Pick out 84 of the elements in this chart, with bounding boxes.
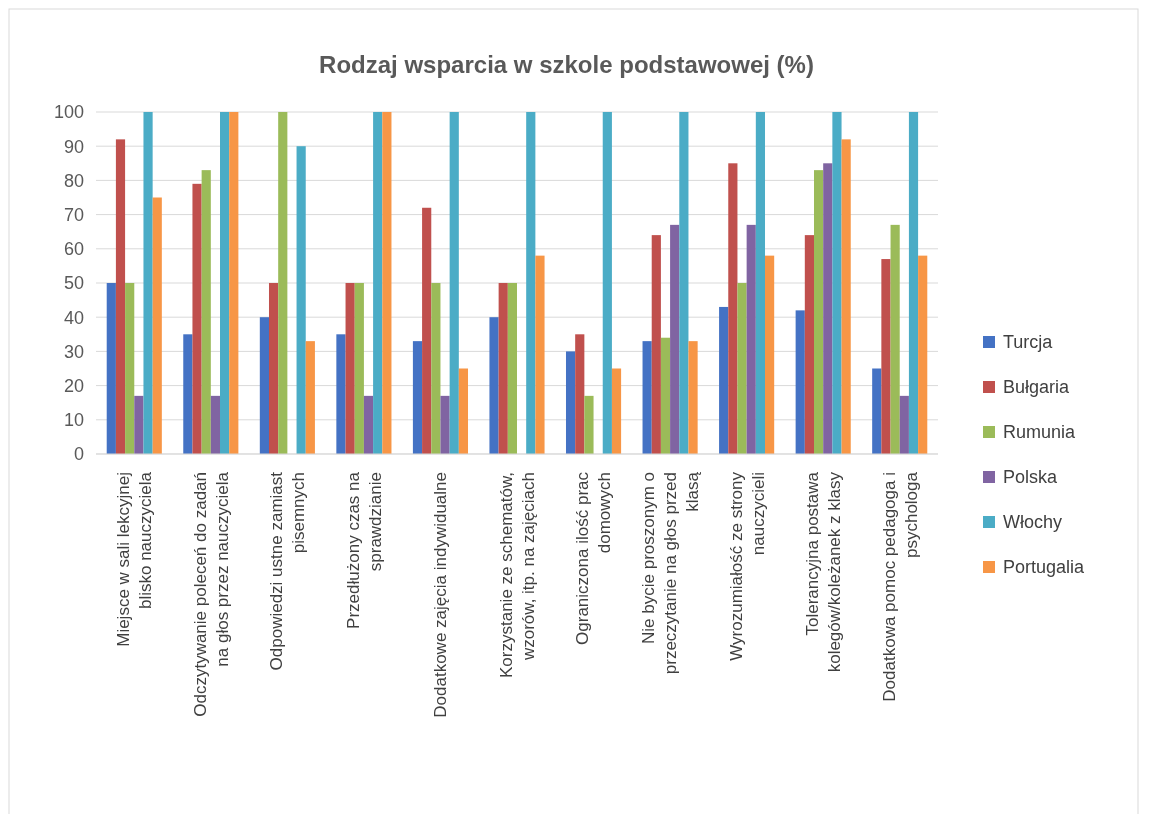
legend-label: Włochy	[1003, 512, 1063, 533]
bar	[498, 283, 508, 454]
y-tick-label: 50	[63, 273, 84, 294]
bar	[881, 259, 891, 454]
bar	[412, 341, 423, 454]
bar	[106, 283, 116, 454]
bar	[908, 112, 919, 454]
bar	[899, 395, 909, 454]
bar	[183, 334, 193, 454]
bar	[152, 197, 162, 454]
bar	[804, 235, 814, 454]
y-tick-label: 20	[63, 375, 84, 396]
bar	[670, 224, 680, 454]
bar	[584, 395, 594, 454]
bar	[259, 317, 269, 454]
bar	[422, 207, 432, 454]
y-tick-label: 60	[63, 239, 84, 260]
bar	[795, 310, 805, 454]
bar	[336, 334, 346, 454]
chart-title: Rodzaj wsparcia w szkole podstawowej (%)	[319, 51, 814, 78]
legend-label: Polska	[1003, 467, 1059, 488]
bar	[373, 112, 383, 454]
bar	[575, 334, 585, 454]
bar	[115, 139, 126, 454]
y-tick-label: 0	[73, 444, 84, 465]
bar	[823, 163, 833, 454]
y-tick-label: 70	[63, 204, 84, 225]
legend-label: Bułgaria	[1003, 377, 1071, 398]
bar	[832, 112, 842, 454]
bar	[755, 112, 766, 454]
bar	[354, 283, 364, 454]
bar	[382, 112, 392, 454]
bar	[841, 139, 851, 454]
bar	[125, 283, 135, 454]
bar	[526, 112, 536, 454]
x-tick-label: Dodatkowe zajęcia indywidualne	[431, 472, 451, 718]
bar	[737, 283, 747, 454]
bar	[688, 341, 698, 454]
bar	[765, 255, 775, 454]
bar	[872, 368, 882, 454]
bar	[679, 112, 689, 454]
y-tick-label: 90	[63, 136, 84, 157]
bar	[363, 395, 374, 454]
bar	[268, 283, 279, 454]
y-tick-label: 40	[63, 307, 84, 328]
bar	[220, 112, 230, 454]
bar	[305, 341, 315, 454]
bar	[134, 395, 144, 454]
legend-label: Turcja	[1003, 332, 1054, 353]
bar	[345, 283, 355, 454]
y-tick-label: 80	[63, 170, 84, 191]
legend-label: Portugalia	[1003, 557, 1086, 578]
bar	[611, 368, 622, 454]
bar	[210, 395, 220, 454]
y-tick-label: 30	[63, 341, 84, 362]
bar	[507, 283, 517, 454]
bar	[918, 255, 928, 454]
bar	[602, 112, 612, 454]
bar	[489, 317, 499, 454]
bar	[660, 337, 671, 454]
bar	[296, 146, 306, 454]
bar	[278, 112, 288, 454]
x-tick-label: Nie bycie proszonym o przeczytanie na głos przed klasą	[639, 471, 703, 675]
y-tick-label: 100	[53, 102, 84, 123]
bar	[814, 170, 824, 454]
bar	[458, 368, 469, 454]
legend-label: Rumunia	[1003, 422, 1077, 443]
bar	[440, 395, 450, 454]
bar	[746, 224, 756, 454]
bar	[229, 112, 239, 454]
bar	[449, 112, 459, 454]
bar	[565, 351, 576, 454]
bar	[890, 224, 900, 454]
bar	[642, 341, 652, 454]
bar	[719, 306, 729, 454]
bar	[201, 170, 211, 454]
bar	[728, 163, 738, 454]
bar	[651, 235, 661, 454]
bar	[431, 283, 441, 454]
x-tick-label: Miejsce w sali lekcyjnej blisko nauczyciela	[114, 471, 156, 647]
y-tick-label: 10	[63, 410, 84, 431]
bar	[535, 255, 545, 454]
bar	[192, 183, 202, 454]
bar	[143, 112, 153, 454]
